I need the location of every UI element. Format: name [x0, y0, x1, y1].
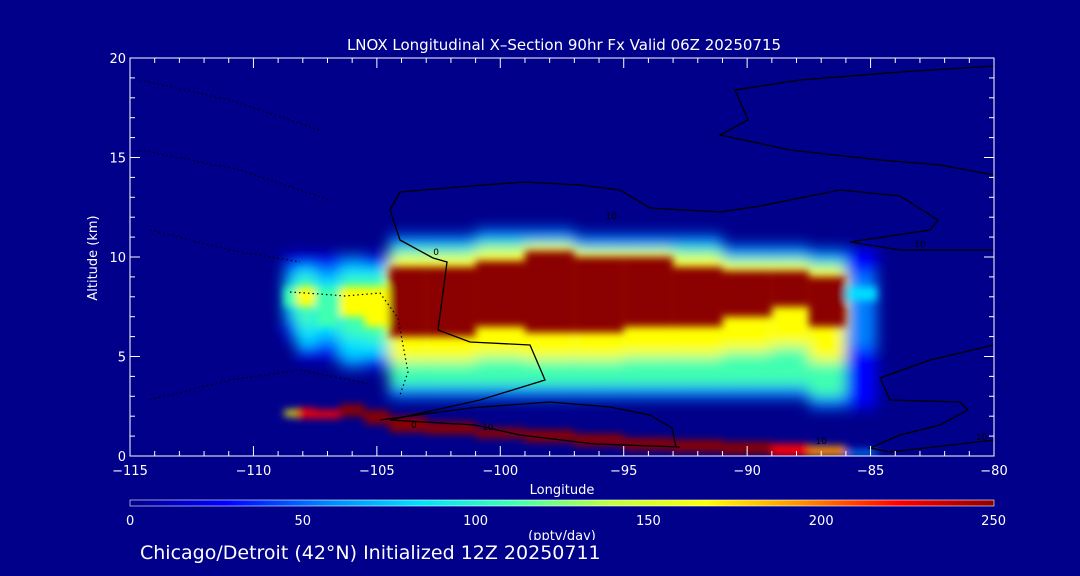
- field-lower-7: [475, 428, 525, 439]
- field-core-2: [315, 286, 340, 327]
- y-tick-label-2: 10: [109, 251, 126, 266]
- x-tick-label-5: −90: [733, 464, 760, 479]
- field-lower-3: [339, 404, 365, 417]
- field-core-13: [771, 270, 809, 307]
- field-band-15-2: [845, 273, 877, 349]
- run-caption: Chicago/Detroit (42°N) Initialized 12Z 2…: [140, 542, 601, 564]
- x-tick-label-7: −80: [980, 464, 1007, 479]
- colorbar-tick-label-1: 50: [295, 514, 312, 529]
- cross-section-chart: LNOX Longitudinal X–Section 90hr Fx Vali…: [86, 36, 1008, 540]
- colorbar-tick-label-2: 100: [463, 514, 488, 529]
- field-core-12: [722, 270, 772, 317]
- contour-label-0: 0: [433, 248, 439, 258]
- contour-label-6: 10: [976, 433, 988, 443]
- field-core-14: [808, 276, 846, 327]
- field-core-0: [284, 286, 297, 307]
- contour-label-1: 0: [411, 421, 417, 431]
- axes: −115 −110 −105 −100 −95 −90 −85 −80 0 5 10 15 20: [109, 52, 1007, 479]
- field-lower-1: [296, 408, 316, 419]
- y-axis-label: Altitude (km): [86, 215, 101, 300]
- contour-line-zero: [389, 181, 994, 448]
- field-core-9: [574, 257, 624, 333]
- field-lower-11: [673, 440, 723, 453]
- contour-labels: 0 0 10 10 10 10 10: [411, 212, 988, 447]
- colorbar-tick-label-3: 150: [636, 514, 661, 529]
- contour-line-lower: [379, 344, 994, 453]
- field-lower-4: [364, 410, 390, 425]
- colorbar-tick-label-0: 0: [126, 514, 134, 529]
- x-tick-label-6: −85: [857, 464, 884, 479]
- field-core-7: [475, 260, 525, 327]
- contour-line-upper: [718, 65, 994, 176]
- field-core-1: [296, 286, 316, 307]
- contour-label-3: 10: [914, 240, 926, 250]
- field-lower-9: [574, 434, 624, 447]
- field-core-3: [339, 286, 365, 317]
- colorbar-tick-label-5: 250: [981, 514, 1006, 529]
- y-tick-label-4: 20: [109, 52, 126, 67]
- field-core-8: [524, 251, 575, 333]
- field-lower-2: [315, 410, 340, 419]
- field-lower-13: [771, 444, 809, 456]
- field-lower-6: [426, 422, 476, 435]
- field-core-10: [623, 257, 674, 327]
- field-lower-15: [845, 450, 877, 456]
- x-tick-label-1: −110: [236, 464, 272, 479]
- contour-label-2: 10: [815, 437, 827, 447]
- contour-lines: [139, 65, 994, 453]
- contour-label-4: 10: [606, 212, 618, 222]
- field-lower-0: [284, 410, 297, 417]
- y-tick-label-0: 0: [118, 450, 126, 465]
- field-core-4: [364, 286, 390, 327]
- field-core-6: [426, 266, 476, 337]
- field-lower-10: [623, 438, 674, 451]
- field-core-15: [845, 286, 877, 301]
- field-core-5: [389, 266, 427, 337]
- colorbar-ticks: 0 50 100 150 200 250: [126, 514, 1006, 529]
- y-tick-label-3: 15: [109, 152, 126, 167]
- field-lower-8: [524, 430, 575, 443]
- field-lower-14: [808, 446, 846, 456]
- colorbar-tick-label-4: 200: [809, 514, 834, 529]
- y-tick-label-1: 5: [118, 351, 126, 366]
- x-tick-label-3: −100: [482, 464, 518, 479]
- contour-label-5: 10: [482, 423, 494, 433]
- x-tick-label-2: −105: [359, 464, 395, 479]
- colorbar-label: (pptv/day): [528, 529, 596, 540]
- chart-title: LNOX Longitudinal X–Section 90hr Fx Vali…: [347, 36, 781, 54]
- colorbar: [129, 499, 995, 507]
- field-core-11: [673, 266, 723, 327]
- x-tick-label-4: −95: [610, 464, 637, 479]
- x-axis-label: Longitude: [530, 483, 595, 498]
- lnox-field: [284, 229, 877, 456]
- x-tick-label-0: −115: [112, 464, 148, 479]
